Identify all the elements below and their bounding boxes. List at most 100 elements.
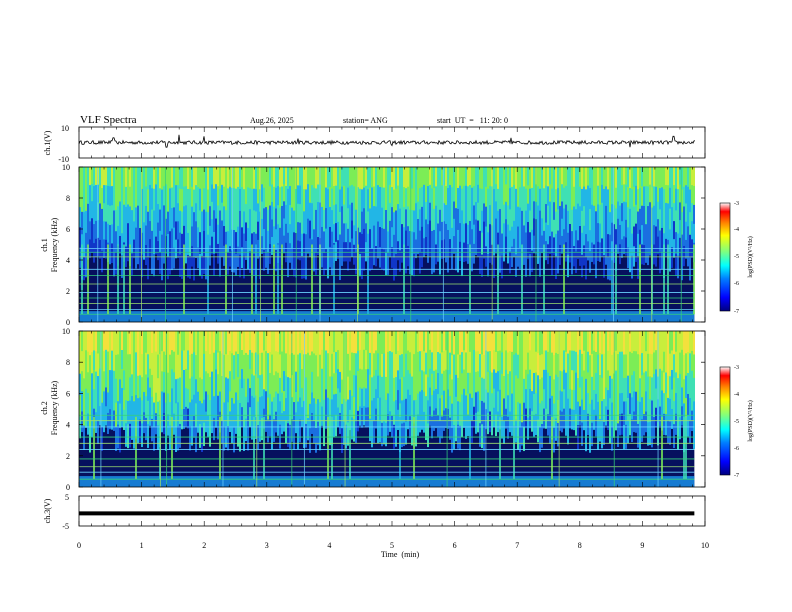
spectrogram-cell bbox=[687, 414, 689, 437]
spectrogram-cell bbox=[681, 257, 683, 281]
spectrogram-cell bbox=[637, 211, 639, 235]
spectrogram-cell bbox=[517, 354, 519, 379]
spectrogram-cell bbox=[127, 377, 129, 402]
spectrogram-cell bbox=[119, 218, 121, 237]
spectrogram-cell bbox=[257, 331, 259, 356]
spectrogram-cell bbox=[467, 372, 469, 395]
spectrogram-cell bbox=[197, 351, 199, 372]
spectrogram-cell bbox=[367, 388, 369, 408]
spectrogram-cell bbox=[469, 184, 471, 204]
spectrogram-cell bbox=[665, 372, 667, 394]
spectrogram-cell bbox=[309, 331, 311, 356]
spectrogram-cell bbox=[577, 378, 579, 403]
low-frequency-band bbox=[79, 476, 695, 487]
spectrogram-cell bbox=[387, 231, 389, 254]
spectrogram-cell bbox=[135, 227, 137, 249]
spectrogram-cell bbox=[389, 331, 391, 352]
spectrogram-cell bbox=[495, 218, 497, 237]
spectrogram-cell bbox=[571, 389, 573, 410]
spectrogram-cell bbox=[663, 372, 665, 394]
spectrogram-cell bbox=[463, 408, 465, 428]
spectrogram-cell bbox=[533, 235, 535, 254]
spectrogram-cell bbox=[395, 253, 397, 277]
spectrogram-cell bbox=[153, 402, 155, 427]
spectrogram-cell bbox=[655, 388, 657, 409]
spectrogram-cell bbox=[459, 402, 461, 427]
spectrogram-cell bbox=[633, 186, 635, 208]
spectrogram-cell bbox=[527, 352, 529, 375]
spectrogram-spike bbox=[521, 244, 523, 315]
spectrogram-cell bbox=[513, 184, 515, 204]
spectrogram-cell bbox=[97, 376, 99, 400]
spectrogram-cell bbox=[165, 218, 167, 237]
spectrogram-cell bbox=[321, 349, 323, 370]
spectrogram-cell bbox=[229, 186, 231, 208]
spectrogram-spike bbox=[255, 244, 257, 315]
spectrogram-cell bbox=[397, 204, 399, 224]
spectrogram-cell bbox=[347, 187, 349, 209]
spectrogram-cell bbox=[425, 219, 427, 238]
spectrogram-cell bbox=[585, 234, 587, 257]
spectrogram-cell bbox=[643, 331, 645, 353]
spectrogram-cell bbox=[367, 369, 369, 389]
spectrogram-cell bbox=[327, 167, 329, 190]
spectrogram-cell bbox=[517, 226, 519, 247]
spectrogram-cell bbox=[471, 397, 473, 421]
spectrogram-cell bbox=[233, 427, 235, 453]
ch1-spec-ylabel: Frequency (kHz) bbox=[50, 217, 59, 272]
spectrogram-cell bbox=[475, 392, 477, 414]
spectrogram-cell bbox=[247, 331, 249, 356]
spectrogram-cell bbox=[197, 247, 199, 269]
spectrogram-cell bbox=[471, 208, 473, 230]
spectrogram-cell bbox=[591, 204, 593, 225]
spectrogram-cell bbox=[375, 186, 377, 208]
spectrogram-cell bbox=[609, 398, 611, 422]
spectrogram-cell bbox=[649, 331, 651, 355]
spectrogram-cell bbox=[419, 251, 421, 274]
spectrogram-cell bbox=[385, 167, 387, 190]
spectrogram-cell bbox=[285, 331, 287, 354]
spectrogram-cell bbox=[183, 186, 185, 207]
spectrogram-cell bbox=[99, 203, 101, 223]
spectrogram-cell bbox=[327, 397, 329, 421]
spectrogram-cell bbox=[559, 331, 561, 352]
spectrogram-cell bbox=[663, 393, 665, 415]
spectrogram-cell bbox=[365, 407, 367, 428]
spectrogram-cell bbox=[185, 224, 187, 245]
spectrogram-cell bbox=[327, 353, 329, 377]
spectrogram-cell bbox=[595, 211, 597, 234]
spectrogram-cell bbox=[565, 331, 567, 353]
spectrogram-cell bbox=[569, 369, 571, 390]
spectrogram-cell bbox=[505, 350, 507, 371]
spectrogram-cell bbox=[95, 371, 97, 393]
spectrogram-cell bbox=[483, 426, 485, 451]
spectrogram-cell bbox=[411, 231, 413, 254]
spectrogram-cell bbox=[399, 355, 401, 380]
ch1-colorbar-label: log(PSD)(V²/Hz) bbox=[747, 236, 754, 277]
spectrogram-cell bbox=[459, 354, 461, 379]
spectrogram-cell bbox=[373, 245, 375, 266]
spectrogram-cell bbox=[341, 355, 343, 381]
spectrogram-cell bbox=[299, 375, 301, 399]
ch1-ytick-top: 10 bbox=[61, 124, 69, 133]
spectrogram-cell bbox=[237, 186, 239, 208]
spectrogram-cell bbox=[187, 350, 189, 371]
spectrogram-cell bbox=[141, 400, 143, 424]
spectrogram-cell bbox=[235, 331, 237, 352]
spectrogram-cell bbox=[665, 414, 667, 436]
spectrogram-cell bbox=[599, 419, 601, 442]
spectrogram-cell bbox=[601, 424, 603, 449]
spectrogram-cell bbox=[151, 188, 153, 211]
spectrogram-cell bbox=[157, 204, 159, 224]
spectrogram-cell bbox=[345, 424, 347, 449]
spectrogram-cell bbox=[687, 226, 689, 247]
spectrogram-cell bbox=[623, 184, 625, 203]
spectrogram-spike bbox=[253, 416, 255, 480]
spectrogram-cell bbox=[515, 167, 517, 190]
spectrogram-cell bbox=[181, 233, 183, 257]
spectrogram-cell bbox=[219, 331, 221, 352]
spectrogram-cell bbox=[165, 184, 167, 203]
spectrogram-cell bbox=[321, 387, 323, 408]
spectrogram-cell bbox=[175, 331, 177, 356]
spectrogram-cell bbox=[475, 237, 477, 256]
